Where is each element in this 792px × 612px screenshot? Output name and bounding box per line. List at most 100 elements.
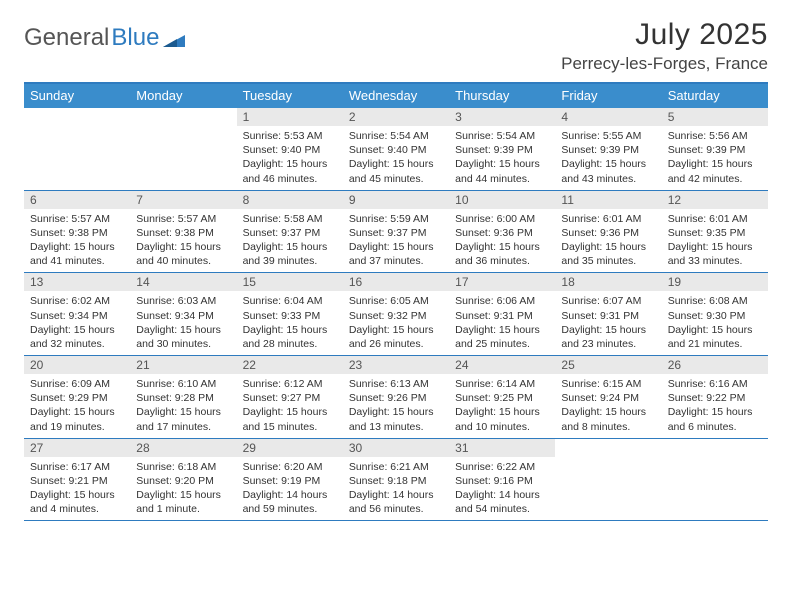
day-details: Sunrise: 6:00 AMSunset: 9:36 PMDaylight:…: [449, 209, 555, 273]
month-title: July 2025: [561, 18, 768, 52]
day-number: 1: [237, 108, 343, 126]
day-details: Sunrise: 6:18 AMSunset: 9:20 PMDaylight:…: [130, 457, 236, 521]
day-details: Sunrise: 6:07 AMSunset: 9:31 PMDaylight:…: [555, 291, 661, 355]
sunset-text: Sunset: 9:33 PM: [243, 309, 337, 323]
sunrise-text: Sunrise: 5:56 AM: [668, 129, 762, 143]
day-details: Sunrise: 6:20 AMSunset: 9:19 PMDaylight:…: [237, 457, 343, 521]
day-number: 16: [343, 273, 449, 291]
sunset-text: Sunset: 9:19 PM: [243, 474, 337, 488]
sunrise-text: Sunrise: 5:57 AM: [30, 212, 124, 226]
sunrise-text: Sunrise: 6:22 AM: [455, 460, 549, 474]
daylight-text: Daylight: 15 hours and 8 minutes.: [561, 405, 655, 433]
sunrise-text: Sunrise: 5:57 AM: [136, 212, 230, 226]
daylight-text: Daylight: 14 hours and 54 minutes.: [455, 488, 549, 516]
daylight-text: Daylight: 15 hours and 42 minutes.: [668, 157, 762, 185]
day-details: Sunrise: 6:15 AMSunset: 9:24 PMDaylight:…: [555, 374, 661, 438]
sunrise-text: Sunrise: 6:02 AM: [30, 294, 124, 308]
daylight-text: Daylight: 15 hours and 21 minutes.: [668, 323, 762, 351]
day-cell: 31Sunrise: 6:22 AMSunset: 9:16 PMDayligh…: [449, 439, 555, 521]
day-cell: 21Sunrise: 6:10 AMSunset: 9:28 PMDayligh…: [130, 356, 236, 438]
day-number: 11: [555, 191, 661, 209]
sunrise-text: Sunrise: 6:21 AM: [349, 460, 443, 474]
day-number: 31: [449, 439, 555, 457]
daylight-text: Daylight: 15 hours and 15 minutes.: [243, 405, 337, 433]
sunset-text: Sunset: 9:37 PM: [349, 226, 443, 240]
calendar: Sunday Monday Tuesday Wednesday Thursday…: [24, 82, 768, 521]
brand-part1: General: [24, 24, 109, 52]
daylight-text: Daylight: 15 hours and 25 minutes.: [455, 323, 549, 351]
daylight-text: Daylight: 14 hours and 56 minutes.: [349, 488, 443, 516]
day-number: 3: [449, 108, 555, 126]
weekday-label: Sunday: [24, 84, 130, 108]
day-details: Sunrise: 6:06 AMSunset: 9:31 PMDaylight:…: [449, 291, 555, 355]
daylight-text: Daylight: 15 hours and 6 minutes.: [668, 405, 762, 433]
sunrise-text: Sunrise: 6:05 AM: [349, 294, 443, 308]
day-cell: 3Sunrise: 5:54 AMSunset: 9:39 PMDaylight…: [449, 108, 555, 190]
day-cell: 14Sunrise: 6:03 AMSunset: 9:34 PMDayligh…: [130, 273, 236, 355]
week-row: 20Sunrise: 6:09 AMSunset: 9:29 PMDayligh…: [24, 356, 768, 439]
day-number: [662, 439, 768, 457]
day-number: 30: [343, 439, 449, 457]
weekday-label: Thursday: [449, 84, 555, 108]
sunrise-text: Sunrise: 6:03 AM: [136, 294, 230, 308]
sunset-text: Sunset: 9:29 PM: [30, 391, 124, 405]
day-number: 26: [662, 356, 768, 374]
day-cell: 18Sunrise: 6:07 AMSunset: 9:31 PMDayligh…: [555, 273, 661, 355]
day-number: 25: [555, 356, 661, 374]
day-cell: [662, 439, 768, 521]
sunrise-text: Sunrise: 6:01 AM: [561, 212, 655, 226]
day-cell: [24, 108, 130, 190]
day-details: Sunrise: 6:08 AMSunset: 9:30 PMDaylight:…: [662, 291, 768, 355]
sunset-text: Sunset: 9:40 PM: [243, 143, 337, 157]
sunrise-text: Sunrise: 6:01 AM: [668, 212, 762, 226]
day-number: 5: [662, 108, 768, 126]
sunset-text: Sunset: 9:24 PM: [561, 391, 655, 405]
brand-logo: GeneralBlue: [24, 18, 185, 52]
day-number: 27: [24, 439, 130, 457]
daylight-text: Daylight: 15 hours and 35 minutes.: [561, 240, 655, 268]
day-number: [24, 108, 130, 126]
sunset-text: Sunset: 9:38 PM: [30, 226, 124, 240]
sunset-text: Sunset: 9:30 PM: [668, 309, 762, 323]
day-details: [24, 126, 130, 133]
day-details: Sunrise: 5:53 AMSunset: 9:40 PMDaylight:…: [237, 126, 343, 190]
sunset-text: Sunset: 9:40 PM: [349, 143, 443, 157]
day-number: 23: [343, 356, 449, 374]
sunrise-text: Sunrise: 6:13 AM: [349, 377, 443, 391]
sunrise-text: Sunrise: 5:54 AM: [455, 129, 549, 143]
day-cell: 12Sunrise: 6:01 AMSunset: 9:35 PMDayligh…: [662, 191, 768, 273]
sunrise-text: Sunrise: 5:54 AM: [349, 129, 443, 143]
sunrise-text: Sunrise: 6:06 AM: [455, 294, 549, 308]
sunset-text: Sunset: 9:36 PM: [455, 226, 549, 240]
day-details: Sunrise: 5:59 AMSunset: 9:37 PMDaylight:…: [343, 209, 449, 273]
daylight-text: Daylight: 14 hours and 59 minutes.: [243, 488, 337, 516]
daylight-text: Daylight: 15 hours and 40 minutes.: [136, 240, 230, 268]
day-number: 6: [24, 191, 130, 209]
day-cell: 28Sunrise: 6:18 AMSunset: 9:20 PMDayligh…: [130, 439, 236, 521]
day-cell: 19Sunrise: 6:08 AMSunset: 9:30 PMDayligh…: [662, 273, 768, 355]
daylight-text: Daylight: 15 hours and 33 minutes.: [668, 240, 762, 268]
day-number: 24: [449, 356, 555, 374]
day-details: Sunrise: 5:55 AMSunset: 9:39 PMDaylight:…: [555, 126, 661, 190]
sunset-text: Sunset: 9:36 PM: [561, 226, 655, 240]
day-details: Sunrise: 5:54 AMSunset: 9:39 PMDaylight:…: [449, 126, 555, 190]
day-number: 22: [237, 356, 343, 374]
sunrise-text: Sunrise: 6:07 AM: [561, 294, 655, 308]
day-cell: 26Sunrise: 6:16 AMSunset: 9:22 PMDayligh…: [662, 356, 768, 438]
day-cell: 27Sunrise: 6:17 AMSunset: 9:21 PMDayligh…: [24, 439, 130, 521]
day-details: Sunrise: 6:02 AMSunset: 9:34 PMDaylight:…: [24, 291, 130, 355]
day-number: 4: [555, 108, 661, 126]
sunset-text: Sunset: 9:27 PM: [243, 391, 337, 405]
day-number: 13: [24, 273, 130, 291]
day-cell: 16Sunrise: 6:05 AMSunset: 9:32 PMDayligh…: [343, 273, 449, 355]
calendar-page: GeneralBlue July 2025 Perrecy-les-Forges…: [0, 0, 792, 521]
daylight-text: Daylight: 15 hours and 28 minutes.: [243, 323, 337, 351]
day-details: Sunrise: 6:16 AMSunset: 9:22 PMDaylight:…: [662, 374, 768, 438]
week-row: 1Sunrise: 5:53 AMSunset: 9:40 PMDaylight…: [24, 108, 768, 191]
sunrise-text: Sunrise: 6:15 AM: [561, 377, 655, 391]
day-cell: 8Sunrise: 5:58 AMSunset: 9:37 PMDaylight…: [237, 191, 343, 273]
title-block: July 2025 Perrecy-les-Forges, France: [561, 18, 768, 74]
day-details: [662, 457, 768, 464]
weekday-label: Wednesday: [343, 84, 449, 108]
daylight-text: Daylight: 15 hours and 10 minutes.: [455, 405, 549, 433]
